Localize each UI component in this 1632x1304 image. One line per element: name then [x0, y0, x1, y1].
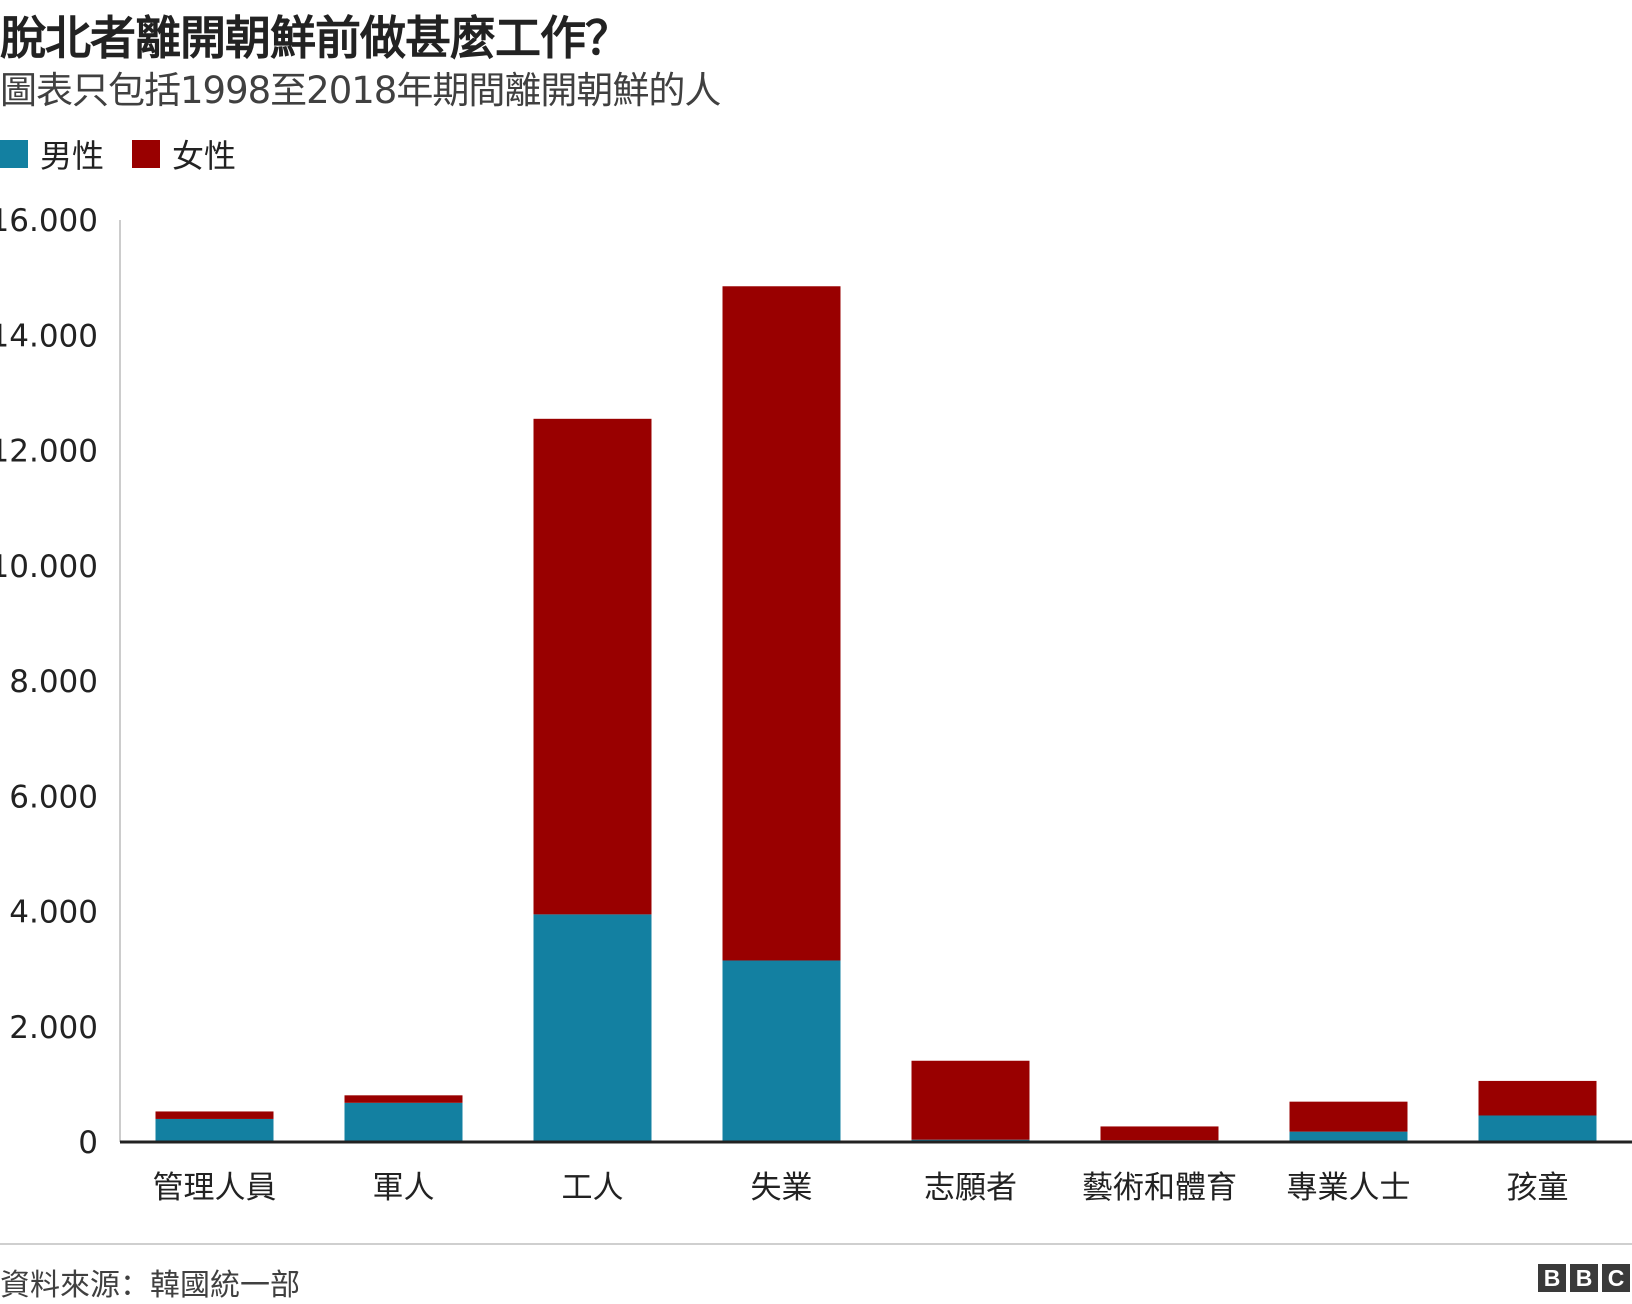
logo-letter-b2: B — [1570, 1264, 1598, 1292]
logo-letter-b1: B — [1538, 1264, 1566, 1292]
bar-segment-female — [1478, 1080, 1597, 1116]
y-tick-label: 4.000 — [9, 895, 98, 931]
bar-segment-male — [1478, 1115, 1597, 1142]
stacked-bar-chart: 0 2.000 4.000 6.000 8.000 10.000 12.000 14.000 1… — [0, 203, 1632, 1206]
source-note: 資料來源：韓國統一部 — [0, 1268, 300, 1303]
x-tick-label: 專業人士 — [1287, 1170, 1411, 1206]
bar-segment-female — [533, 418, 652, 915]
x-tick-label: 管理人員 — [153, 1170, 277, 1206]
chart-legend: 男性 女性 — [0, 132, 264, 176]
x-axis: 管理人員 軍人 工人 失業 志願者 藝術和體育 專業人士 孩童 — [120, 1140, 1632, 1206]
x-tick-label: 孩童 — [1507, 1170, 1569, 1206]
bar-segment-female — [1289, 1101, 1408, 1132]
legend-label-male: 男性 — [40, 137, 105, 175]
chart-subtitle: 圖表只包括1998至2018年期間離開朝鮮的人 — [0, 69, 721, 112]
legend-swatch-female — [132, 140, 161, 168]
x-tick-label: 軍人 — [373, 1170, 435, 1206]
x-tick-label: 志願者 — [924, 1170, 1017, 1206]
y-axis: 0 2.000 4.000 6.000 8.000 10.000 12.000 14.000 1… — [0, 203, 121, 1161]
bar-segment-female — [911, 1060, 1030, 1140]
x-tick-label: 藝術和體育 — [1082, 1170, 1237, 1206]
x-tick-label: 工人 — [562, 1170, 624, 1206]
x-tick-label: 失業 — [751, 1170, 813, 1206]
y-tick-label: 8.000 — [9, 664, 98, 700]
bar-segment-male — [722, 960, 841, 1142]
bar-segment-male — [155, 1118, 274, 1142]
y-tick-label: 10.000 — [0, 549, 98, 585]
legend-item-male: 男性 — [0, 131, 104, 177]
legend-swatch-male — [0, 140, 28, 168]
legend-item-female: 女性 — [132, 131, 236, 177]
logo-letter-c: C — [1602, 1264, 1630, 1292]
legend-label-female: 女性 — [172, 137, 237, 175]
y-tick-label: 6.000 — [9, 779, 98, 815]
y-tick-label: 14.000 — [0, 318, 98, 354]
bbc-logo: B B C — [1534, 1264, 1630, 1292]
bar-segment-male — [1289, 1131, 1408, 1142]
y-tick-label: 16.000 — [0, 203, 98, 239]
y-tick-label: 2.000 — [9, 1010, 98, 1046]
bar-segment-male — [344, 1102, 463, 1142]
bars — [155, 286, 1597, 1142]
y-tick-label: 0 — [78, 1125, 98, 1161]
footer-divider — [0, 1243, 1632, 1245]
chart-title: 脫北者離開朝鮮前做甚麼工作？ — [0, 11, 631, 65]
bar-segment-female — [344, 1095, 463, 1103]
bar-segment-female — [1100, 1126, 1219, 1141]
bar-segment-female — [155, 1111, 274, 1119]
y-tick-label: 12.000 — [0, 434, 98, 470]
bar-segment-male — [533, 914, 652, 1142]
bar-segment-female — [722, 286, 841, 961]
